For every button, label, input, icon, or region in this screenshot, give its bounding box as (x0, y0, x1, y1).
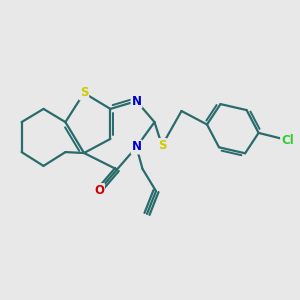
Text: N: N (131, 94, 142, 108)
Text: Cl: Cl (281, 134, 294, 147)
Text: S: S (158, 139, 166, 152)
Text: N: N (131, 140, 142, 154)
Text: S: S (80, 86, 88, 100)
Text: O: O (94, 184, 104, 197)
